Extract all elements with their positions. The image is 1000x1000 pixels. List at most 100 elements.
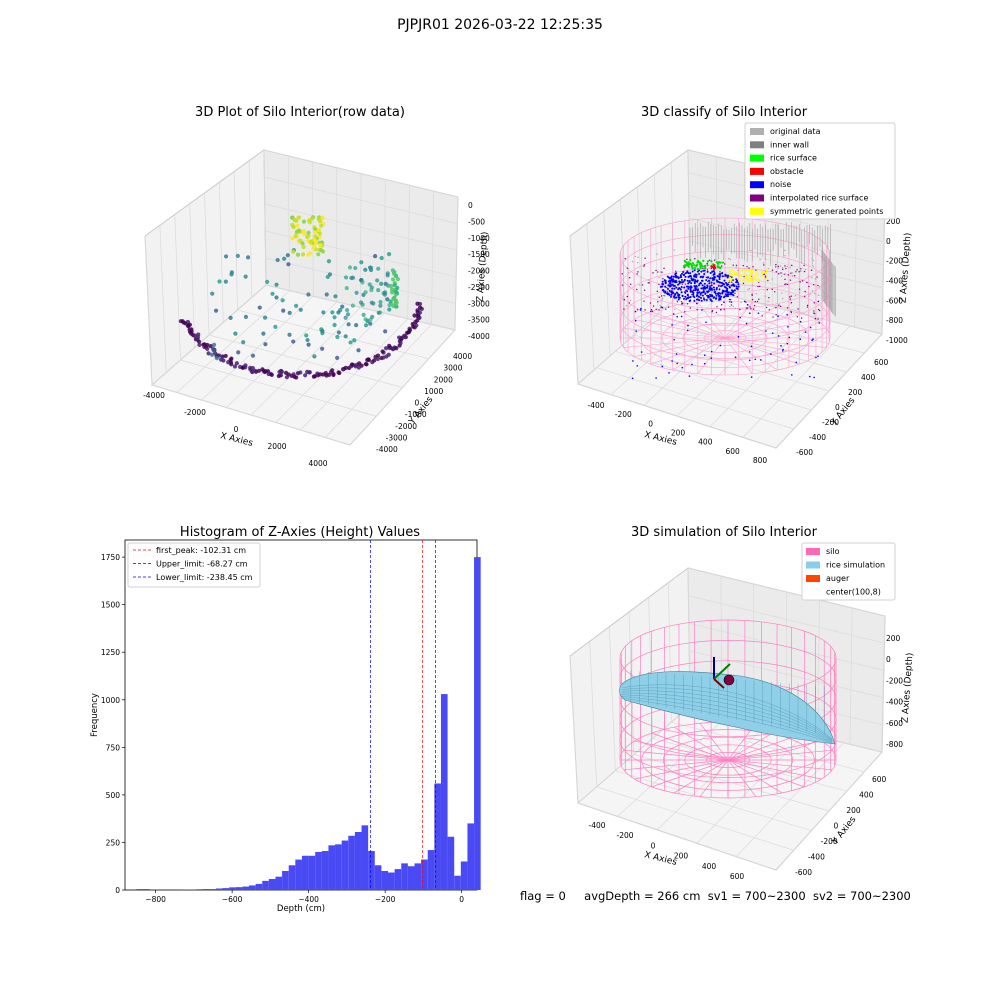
histogram-bar	[295, 859, 302, 890]
classified-point	[713, 296, 716, 299]
raw-data-point	[305, 234, 310, 240]
classified-point	[694, 289, 697, 292]
classify-axes-box	[569, 149, 886, 449]
classified-point	[751, 298, 754, 301]
raw-data-point	[386, 252, 392, 257]
raw-data-point	[360, 280, 365, 285]
histogram-bar	[447, 836, 455, 890]
classified-point	[728, 257, 730, 260]
classified-point	[723, 308, 725, 311]
classify-grid	[569, 149, 886, 449]
classified-point	[728, 276, 731, 280]
raw-data-point	[361, 312, 366, 317]
raw-data-point	[210, 291, 215, 296]
histogram-bar	[275, 876, 283, 890]
classified-point	[817, 355, 819, 358]
histogram-bar	[407, 866, 415, 890]
raw-data-point	[415, 308, 420, 313]
raw-data-point	[306, 230, 311, 235]
classified-point	[636, 261, 639, 264]
classified-point	[777, 335, 780, 337]
histogram-bar	[308, 855, 316, 890]
classified-point	[781, 350, 784, 352]
classified-point	[784, 255, 786, 257]
y-tick-label: -400	[808, 853, 825, 862]
raw-data-point	[318, 223, 324, 228]
classified-point	[715, 294, 718, 297]
classified-point	[636, 288, 638, 291]
classified-point	[709, 271, 712, 274]
legend-label: inner wall	[770, 140, 809, 149]
raw-scatter-points	[178, 215, 424, 380]
classified-point	[695, 273, 698, 276]
classified-point	[643, 289, 646, 291]
classified-point	[796, 316, 799, 318]
classified-point	[631, 260, 634, 263]
raw-data-point	[387, 343, 392, 348]
raw-data-point	[303, 373, 308, 378]
floor-spoke	[672, 337, 726, 371]
y-tick-label: 1000	[424, 387, 443, 396]
floor-spoke	[623, 759, 729, 771]
raw-data-point	[319, 248, 324, 253]
y-tick-label: 200	[846, 806, 861, 815]
classified-point	[691, 363, 693, 366]
classified-point	[735, 278, 738, 281]
x-tick-label: 0	[234, 425, 239, 434]
floor-spoke	[727, 759, 822, 780]
floor-spoke	[724, 337, 778, 371]
raw-data-point	[415, 301, 420, 306]
classified-point	[753, 304, 756, 307]
floor-spoke	[699, 723, 729, 761]
histogram-bar	[421, 859, 428, 890]
classified-point	[728, 269, 731, 273]
histogram-y-label: Frequency	[90, 693, 100, 737]
classified-point	[799, 281, 801, 283]
grid-line	[174, 214, 181, 361]
classified-point	[698, 272, 701, 275]
raw-data-point	[213, 308, 219, 313]
floor-spoke	[672, 305, 726, 339]
classified-point	[700, 296, 703, 299]
classified-point	[686, 258, 688, 261]
classified-point	[708, 282, 711, 285]
classified-point	[657, 301, 659, 303]
raw-data-point	[385, 271, 390, 276]
classified-point	[634, 255, 637, 258]
raw-data-point	[317, 231, 322, 236]
classified-point	[702, 259, 705, 262]
raw-data-point	[298, 370, 303, 375]
floor-spoke	[697, 302, 726, 339]
classified-point	[734, 356, 737, 359]
classified-point	[650, 308, 653, 311]
classified-point	[726, 287, 729, 290]
classified-point	[693, 275, 696, 278]
classified-point	[818, 322, 821, 324]
grid-line	[324, 324, 432, 438]
classified-point	[675, 286, 678, 289]
grid-line	[687, 567, 886, 617]
classified-point	[671, 287, 674, 290]
classified-point	[713, 278, 716, 281]
classified-point	[636, 365, 639, 367]
y-tick-label: 1750	[101, 553, 120, 562]
grid-line	[248, 160, 253, 298]
grid-line	[287, 155, 290, 291]
classified-point	[711, 288, 714, 291]
classified-point	[696, 261, 699, 264]
classified-point	[787, 326, 789, 328]
classified-point	[698, 295, 701, 298]
classified-point	[769, 249, 772, 252]
classified-point	[735, 285, 738, 288]
classified-point	[717, 261, 721, 264]
classified-point	[665, 292, 668, 295]
x-tick-label: 4000	[308, 459, 327, 468]
classified-point	[662, 297, 664, 300]
x-tick-label: 2000	[267, 442, 286, 451]
y-tick-label: 200	[848, 388, 863, 397]
legend-label: obstacle	[770, 167, 804, 176]
classified-point	[623, 308, 625, 310]
floor-ring	[662, 736, 794, 784]
classified-point	[730, 274, 734, 277]
classified-point	[735, 264, 738, 266]
